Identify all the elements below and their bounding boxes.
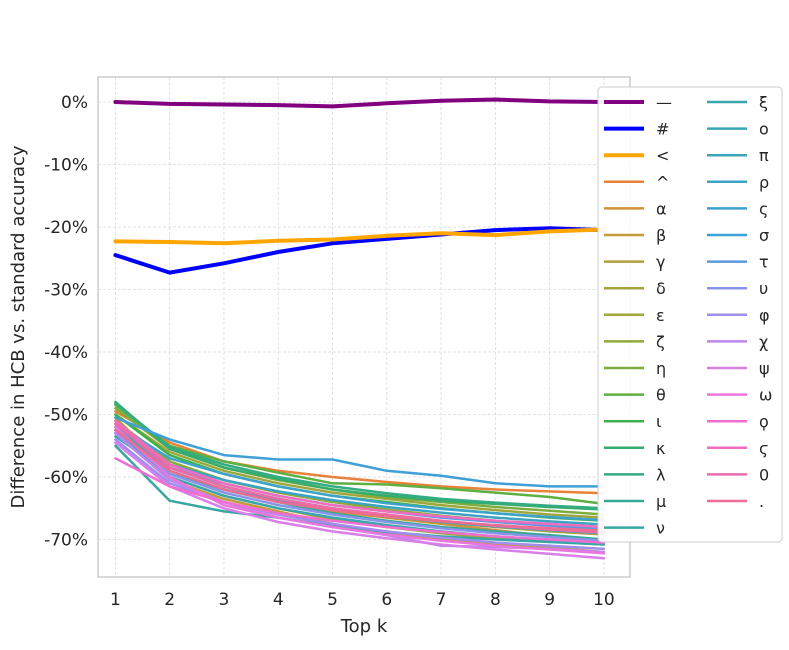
y-tick-label: -30% bbox=[44, 281, 88, 301]
legend-label: ϛ bbox=[759, 439, 768, 458]
legend-label: γ bbox=[656, 253, 665, 272]
legend-label: ς bbox=[759, 199, 768, 218]
legend-label: — bbox=[656, 93, 672, 112]
series-line-14 bbox=[114, 400, 606, 511]
y-axis-label: Difference in HCB vs. standard accuracy bbox=[8, 145, 29, 508]
legend-label: η bbox=[656, 359, 666, 378]
y-tick-label: -70% bbox=[44, 531, 88, 551]
x-tick-label: 4 bbox=[273, 590, 284, 610]
series-line-23 bbox=[114, 416, 606, 488]
legend-label: ξ bbox=[759, 93, 768, 112]
legend-label: ο bbox=[759, 120, 769, 139]
y-tick-label: -40% bbox=[44, 343, 88, 363]
series-line-1 bbox=[113, 97, 606, 109]
legend-label: < bbox=[656, 146, 669, 165]
series-line-2 bbox=[113, 226, 606, 275]
x-tick-label: 9 bbox=[544, 590, 555, 610]
y-tick-label: 0% bbox=[61, 93, 88, 113]
y-tick-label: -60% bbox=[44, 468, 88, 488]
y-tick-label: -10% bbox=[44, 156, 88, 176]
legend-label: π bbox=[759, 146, 769, 165]
legend-label: υ bbox=[759, 279, 768, 298]
legend-label: χ bbox=[759, 332, 768, 351]
series-line-28 bbox=[114, 441, 606, 560]
legend-label: . bbox=[759, 492, 764, 511]
series-lines bbox=[113, 97, 606, 560]
legend-label: α bbox=[656, 199, 667, 218]
legend-label: ^ bbox=[656, 173, 669, 192]
x-tick-label: 3 bbox=[219, 590, 230, 610]
legend-label: β bbox=[656, 226, 666, 245]
legend-label: ι bbox=[656, 412, 661, 431]
legend-label: θ bbox=[656, 386, 666, 405]
legend-label: ν bbox=[656, 519, 665, 538]
y-tick-label: -50% bbox=[44, 406, 88, 426]
legend-label: ω bbox=[759, 386, 772, 405]
x-tick-label: 7 bbox=[436, 590, 447, 610]
series-line-15 bbox=[114, 402, 606, 510]
series-line-33 bbox=[114, 428, 606, 533]
legend-label: ψ bbox=[759, 359, 770, 378]
legend-label: σ bbox=[759, 226, 769, 245]
legend-label: ϙ bbox=[759, 412, 769, 431]
legend-label: δ bbox=[656, 279, 666, 298]
legend-label: # bbox=[656, 120, 669, 139]
series-line-25 bbox=[114, 428, 606, 543]
series-line-12 bbox=[114, 403, 606, 506]
legend-label: φ bbox=[759, 306, 770, 325]
series-line-3 bbox=[113, 227, 606, 246]
legend-label: τ bbox=[759, 253, 769, 272]
legend-label: λ bbox=[656, 465, 665, 484]
series-line-9 bbox=[114, 413, 606, 519]
legend-label: κ bbox=[656, 439, 666, 458]
legend-label: μ bbox=[656, 492, 666, 511]
series-line-30 bbox=[114, 457, 606, 544]
x-axis-label: Top k bbox=[340, 616, 388, 637]
x-tick-label: 5 bbox=[327, 590, 338, 610]
series-line-22 bbox=[114, 422, 606, 522]
legend-label: 0 bbox=[759, 465, 769, 484]
legend-label: ρ bbox=[759, 173, 769, 192]
series-line-26 bbox=[114, 438, 606, 551]
x-tick-label: 6 bbox=[381, 590, 392, 610]
series-line-4 bbox=[114, 410, 606, 495]
axis-ticks: 1 2 3 4 5 6 7 8 9 10 0% -10% -20% -30% -40% -50% -60% -70… bbox=[44, 93, 615, 610]
x-tick-label: 2 bbox=[164, 590, 175, 610]
legend-label: ζ bbox=[656, 332, 665, 351]
y-tick-label: -20% bbox=[44, 218, 88, 238]
x-tick-label: 1 bbox=[110, 590, 121, 610]
x-tick-label: 10 bbox=[593, 590, 615, 610]
legend-box bbox=[597, 86, 783, 543]
legend-label: ε bbox=[656, 306, 665, 325]
series-line-21 bbox=[114, 428, 606, 526]
series-line-29 bbox=[114, 425, 606, 555]
x-tick-label: 8 bbox=[490, 590, 501, 610]
series-line-31 bbox=[114, 419, 606, 529]
